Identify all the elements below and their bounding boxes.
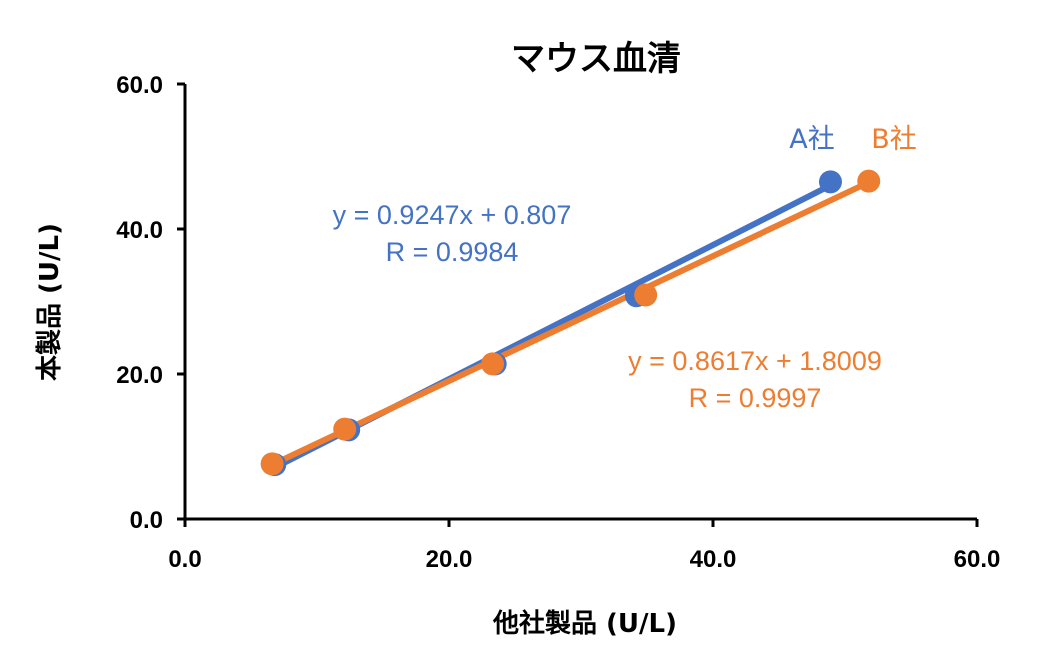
data-point-b	[634, 283, 658, 307]
x-axis-label: 他社製品 (U/L)	[492, 608, 677, 639]
y-tick-label: 60.0	[116, 72, 163, 99]
data-point-b	[481, 352, 505, 376]
trendline-b	[269, 179, 872, 468]
y-tick-label: 0.0	[130, 507, 163, 534]
series-label-a: A社	[789, 124, 834, 155]
axes	[183, 84, 977, 521]
x-tick-label: 20.0	[426, 546, 473, 573]
series-label-b: B社	[871, 124, 917, 155]
y-axis-label: 本製品 (U/L)	[35, 223, 65, 381]
chart-title: マウス血清	[511, 39, 681, 79]
y-tick-label: 20.0	[116, 362, 163, 389]
data-point-b	[333, 417, 357, 441]
trendline-equation-b: y = 0.8617x + 1.8009	[628, 346, 882, 376]
x-tick-label: 0.0	[168, 546, 201, 573]
data-point-b	[857, 169, 881, 193]
data-point-a	[818, 170, 842, 194]
trendline-r-a: R = 0.9984	[386, 237, 519, 267]
x-tick-label: 60.0	[954, 546, 1001, 573]
trendline-r-b: R = 0.9997	[689, 383, 822, 413]
y-tick-label: 40.0	[116, 217, 163, 244]
data-point-b	[260, 452, 284, 476]
trendline-equation-a: y = 0.9247x + 0.807	[333, 200, 572, 230]
x-tick-label: 40.0	[690, 546, 737, 573]
